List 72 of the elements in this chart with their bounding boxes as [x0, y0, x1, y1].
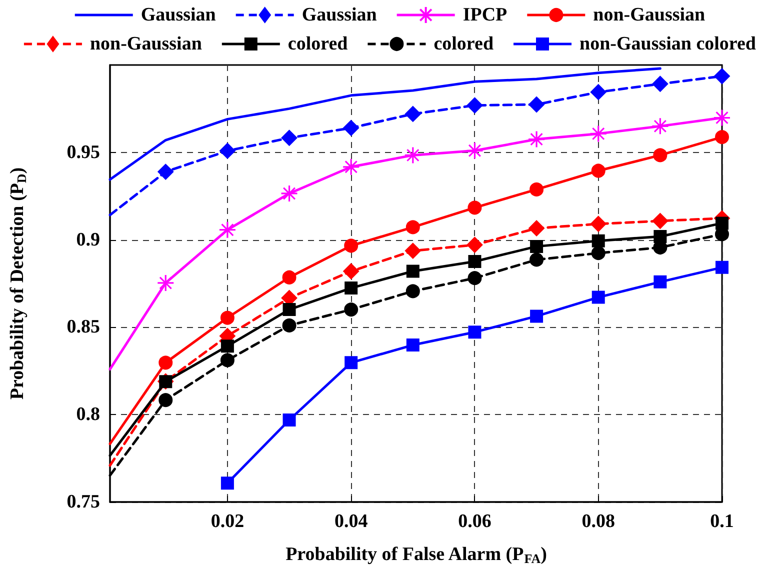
legend-label: non-Gaussian — [90, 34, 202, 54]
point — [158, 393, 173, 408]
x-tick-label: 0.08 — [582, 511, 615, 532]
point — [343, 120, 360, 136]
point — [530, 240, 544, 253]
point — [219, 142, 236, 159]
point — [406, 338, 420, 352]
point — [466, 236, 483, 253]
y-tick-label: 0.75 — [66, 492, 100, 512]
point — [344, 282, 358, 295]
legend-label: colored — [434, 34, 494, 54]
point — [528, 96, 545, 113]
point — [158, 274, 174, 291]
legend-label: non-Gaussian — [593, 4, 706, 26]
x-tick-label: 0.04 — [334, 511, 368, 532]
point — [220, 310, 234, 325]
point — [406, 284, 420, 298]
point — [590, 84, 606, 100]
point — [468, 254, 482, 268]
point — [468, 271, 482, 286]
point — [404, 106, 421, 122]
y-tick-label: 0.9 — [76, 229, 100, 250]
legend-label: Gaussian — [302, 4, 378, 26]
point — [158, 356, 173, 370]
point — [530, 182, 544, 196]
point — [468, 200, 482, 215]
y-tick-label: 0.85 — [66, 316, 100, 338]
point — [220, 476, 234, 490]
x-tick-label: 0.06 — [458, 511, 492, 532]
point — [652, 212, 668, 229]
point — [530, 310, 544, 323]
point — [404, 242, 421, 259]
point — [592, 234, 605, 248]
point — [654, 275, 667, 288]
point — [716, 260, 728, 274]
point — [714, 68, 730, 84]
point — [282, 303, 296, 316]
y-tick-label: 0.95 — [66, 142, 100, 163]
point — [343, 263, 360, 280]
point — [466, 97, 483, 114]
point — [282, 270, 296, 284]
point — [281, 130, 298, 146]
point — [220, 340, 234, 353]
legend-label: non-Gaussian colored — [580, 34, 756, 54]
x-tick-label: 0.02 — [210, 511, 244, 532]
point — [592, 290, 605, 304]
point — [716, 216, 728, 230]
point — [406, 264, 420, 278]
point — [715, 130, 729, 144]
point — [652, 76, 668, 92]
legend-label: Gaussian — [140, 4, 216, 26]
point — [220, 353, 234, 368]
y-axis-title: Probability of Detection (PD) — [7, 167, 29, 400]
point — [591, 246, 606, 260]
point — [528, 220, 545, 236]
point — [468, 326, 482, 339]
point — [282, 318, 296, 332]
point — [344, 356, 358, 370]
point — [344, 302, 358, 317]
point — [344, 238, 358, 253]
point — [590, 216, 606, 232]
point — [158, 164, 174, 180]
point — [591, 164, 606, 178]
x-tick-label: 0.1 — [710, 511, 734, 532]
point — [530, 252, 544, 267]
y-tick-label: 0.8 — [76, 404, 100, 426]
point — [282, 414, 296, 427]
point — [653, 148, 668, 162]
line-series — [108, 67, 662, 181]
legend-label: IPCP — [462, 4, 508, 26]
point — [406, 220, 420, 234]
legend-label: colored — [288, 34, 348, 54]
